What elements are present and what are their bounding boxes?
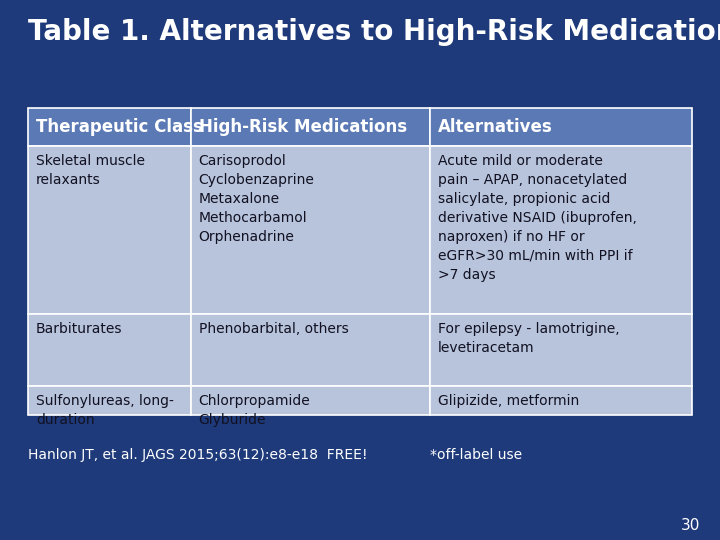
Text: 30: 30 (680, 518, 700, 533)
Text: Acute mild or moderate
pain – APAP, nonacetylated
salicylate, propionic acid
der: Acute mild or moderate pain – APAP, nona… (438, 154, 636, 282)
Bar (430, 386, 692, 415)
Bar (191, 314, 430, 386)
Bar (430, 108, 692, 146)
Bar (430, 314, 692, 386)
Bar (28, 314, 191, 386)
Bar (191, 386, 430, 415)
Bar (191, 108, 430, 146)
Bar (191, 146, 430, 314)
Text: Hanlon JT, et al. JAGS 2015;63(12):e8-e18  FREE!: Hanlon JT, et al. JAGS 2015;63(12):e8-e1… (28, 448, 367, 462)
Text: Barbiturates: Barbiturates (36, 322, 122, 336)
Text: High-Risk Medications: High-Risk Medications (199, 118, 407, 136)
Text: Chlorpropamide
Glyburide: Chlorpropamide Glyburide (199, 394, 310, 427)
Text: Therapeutic Class: Therapeutic Class (36, 118, 203, 136)
Bar (28, 146, 191, 314)
Text: Carisoprodol
Cyclobenzaprine
Metaxalone
Methocarbamol
Orphenadrine: Carisoprodol Cyclobenzaprine Metaxalone … (199, 154, 315, 244)
Text: Table 1. Alternatives to High-Risk Medications: Table 1. Alternatives to High-Risk Medic… (28, 18, 720, 46)
Text: For epilepsy - lamotrigine,
levetiracetam: For epilepsy - lamotrigine, levetiraceta… (438, 322, 619, 355)
Text: Glipizide, metformin: Glipizide, metformin (438, 394, 579, 408)
Bar (430, 146, 692, 314)
Text: Alternatives: Alternatives (438, 118, 552, 136)
Bar (28, 386, 191, 415)
Text: Phenobarbital, others: Phenobarbital, others (199, 322, 348, 336)
Text: Sulfonylureas, long-
duration: Sulfonylureas, long- duration (36, 394, 174, 427)
Text: Skeletal muscle
relaxants: Skeletal muscle relaxants (36, 154, 145, 187)
Bar (28, 108, 191, 146)
Text: *off-label use: *off-label use (430, 448, 522, 462)
